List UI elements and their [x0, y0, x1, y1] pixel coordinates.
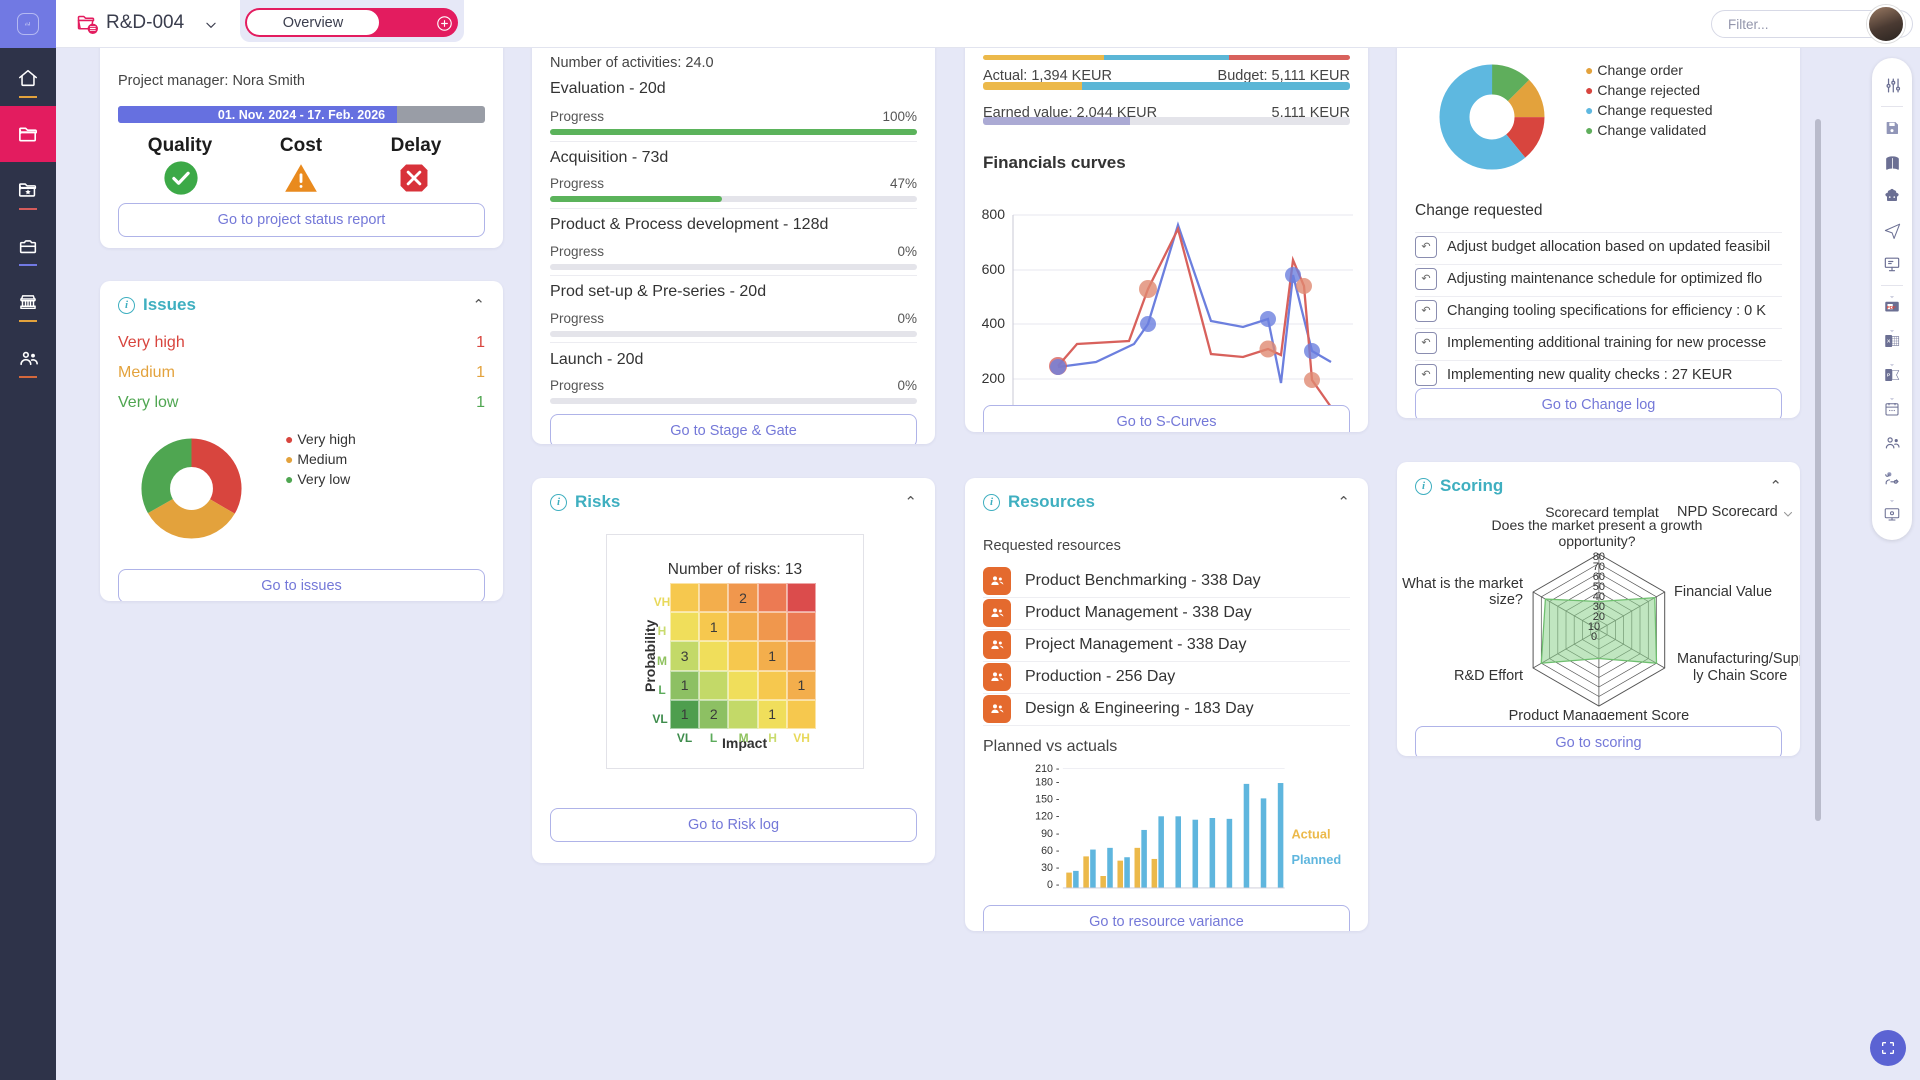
svg-text:200: 200 [982, 370, 1006, 386]
svg-text:0: 0 [1591, 631, 1597, 643]
svg-text:60 -: 60 - [1041, 845, 1060, 857]
svg-text:ly Chain Score: ly Chain Score [1693, 668, 1787, 684]
svg-text:size?: size? [1489, 592, 1523, 608]
svg-text:210 -: 210 - [1035, 763, 1060, 775]
svg-text:400: 400 [982, 315, 1006, 331]
svg-text:Planned: Planned [1291, 852, 1341, 867]
svg-text:150 -: 150 - [1035, 794, 1060, 806]
svg-text:800: 800 [982, 206, 1006, 222]
svg-text:R&D Effort: R&D Effort [1454, 668, 1523, 684]
svg-text:120 -: 120 - [1035, 811, 1060, 823]
svg-text:90 -: 90 - [1041, 828, 1060, 840]
svg-text:600: 600 [982, 261, 1006, 277]
svg-text:Actual: Actual [1291, 826, 1330, 841]
svg-text:180 -: 180 - [1035, 777, 1060, 789]
svg-text:What is the market: What is the market [1402, 576, 1523, 592]
svg-text:Financial Value: Financial Value [1674, 584, 1772, 600]
svg-text:PDF: PDF [1887, 305, 1896, 310]
svg-text:0 -: 0 - [1047, 879, 1060, 891]
svg-text:Manufacturing/Supp: Manufacturing/Supp [1677, 651, 1800, 667]
svg-text:30 -: 30 - [1041, 862, 1060, 874]
svg-text:Product Management Score: Product Management Score [1509, 708, 1690, 720]
